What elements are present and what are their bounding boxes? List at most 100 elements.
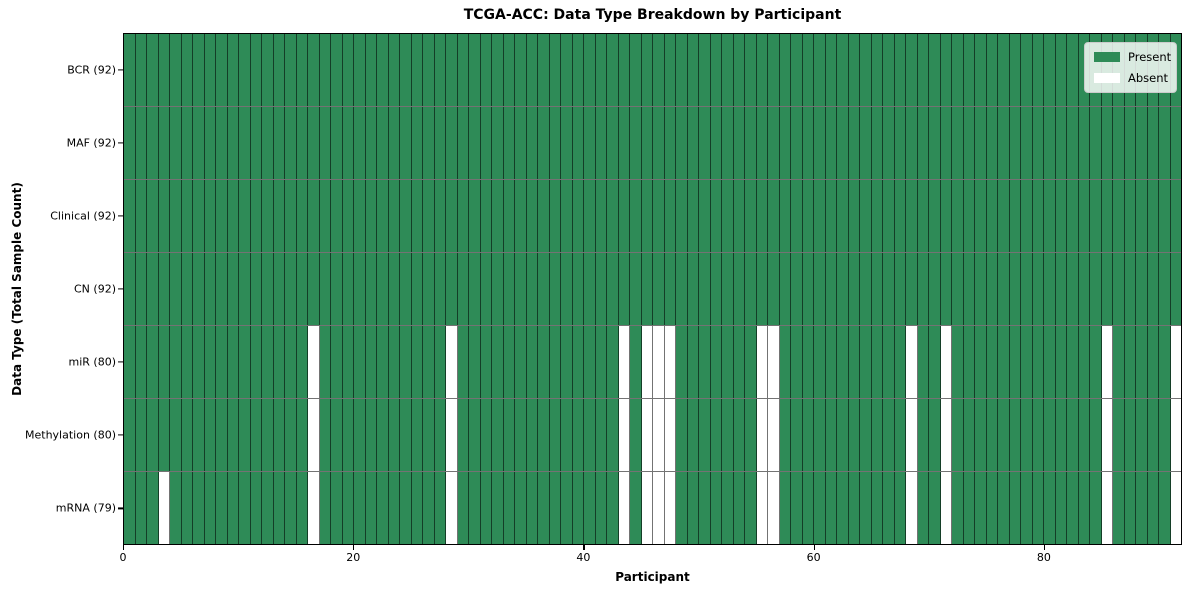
heatmap-cell-present — [664, 180, 676, 252]
heatmap-cell-present — [860, 180, 872, 252]
heatmap-cell-present — [1147, 253, 1159, 325]
heatmap-cell-absent — [653, 472, 665, 544]
heatmap-cell-present — [135, 180, 147, 252]
heatmap-cell-present — [975, 107, 987, 179]
heatmap-cell-present — [319, 107, 331, 179]
heatmap-cell-present — [492, 180, 504, 252]
heatmap-cell-present — [722, 180, 734, 252]
heatmap-cell-present — [1044, 34, 1056, 106]
heatmap-cell-absent — [768, 326, 780, 398]
heatmap-cell-present — [227, 253, 239, 325]
heatmap-cell-present — [262, 107, 274, 179]
heatmap-cell-present — [722, 326, 734, 398]
heatmap-cell-present — [1055, 34, 1067, 106]
heatmap-cell-present — [906, 180, 918, 252]
heatmap-cell-present — [526, 34, 538, 106]
heatmap-cell-present — [526, 326, 538, 398]
heatmap-cell-present — [1078, 326, 1090, 398]
heatmap-cell-present — [503, 34, 515, 106]
x-tick-label: 40 — [576, 551, 591, 564]
heatmap-cell-present — [687, 253, 699, 325]
heatmap-cell-present — [181, 180, 193, 252]
heatmap-cell-present — [607, 472, 619, 544]
heatmap-cell-present — [871, 34, 883, 106]
heatmap-cell-present — [388, 180, 400, 252]
heatmap-cell-present — [584, 180, 596, 252]
heatmap-cell-absent — [1170, 326, 1181, 398]
heatmap-cell-present — [595, 326, 607, 398]
heatmap-cell-present — [538, 399, 550, 471]
heatmap-cell-present — [1136, 399, 1148, 471]
heatmap-cell-present — [170, 253, 182, 325]
heatmap-cell-present — [802, 399, 814, 471]
heatmap-cell-present — [457, 326, 469, 398]
heatmap-cell-present — [699, 180, 711, 252]
heatmap-cell-present — [883, 326, 895, 398]
heatmap-cell-present — [1009, 399, 1021, 471]
heatmap-cell-present — [917, 472, 929, 544]
heatmap-cell-present — [664, 253, 676, 325]
heatmap-cell-present — [1147, 180, 1159, 252]
heatmap-cell-present — [653, 180, 665, 252]
heatmap-cell-present — [699, 34, 711, 106]
heatmap-cell-present — [135, 107, 147, 179]
heatmap-cell-present — [124, 34, 136, 106]
heatmap-cell-present — [630, 253, 642, 325]
heatmap-cell-present — [1032, 34, 1044, 106]
heatmap-cell-present — [365, 180, 377, 252]
heatmap-cell-present — [377, 326, 389, 398]
heatmap-cell-present — [388, 326, 400, 398]
legend-entry: Absent — [1094, 71, 1168, 85]
heatmap-cell-present — [779, 326, 791, 398]
heatmap-cell-present — [515, 34, 527, 106]
heatmap-cell-present — [699, 326, 711, 398]
heatmap-cell-present — [1124, 180, 1136, 252]
heatmap-cell-present — [664, 107, 676, 179]
heatmap-cell-present — [710, 107, 722, 179]
heatmap-cell-present — [273, 107, 285, 179]
heatmap-cell-present — [917, 326, 929, 398]
heatmap-cell-present — [538, 34, 550, 106]
heatmap-cell-present — [331, 107, 343, 179]
heatmap-cell-present — [1044, 180, 1056, 252]
heatmap-cell-present — [641, 34, 653, 106]
heatmap-cell-absent — [756, 399, 768, 471]
heatmap-cell-present — [802, 180, 814, 252]
heatmap-cell-present — [147, 180, 159, 252]
heatmap-cell-present — [1021, 326, 1033, 398]
heatmap-cell-present — [906, 253, 918, 325]
heatmap-cell-present — [1021, 180, 1033, 252]
heatmap-cell-present — [1147, 326, 1159, 398]
heatmap-cell-present — [135, 399, 147, 471]
heatmap-cell-present — [1078, 472, 1090, 544]
heatmap-cell-present — [595, 180, 607, 252]
heatmap-cell-present — [411, 472, 423, 544]
heatmap-cell-present — [135, 472, 147, 544]
heatmap-cell-present — [147, 253, 159, 325]
heatmap-cell-present — [273, 253, 285, 325]
heatmap-cell-present — [998, 399, 1010, 471]
heatmap-cell-present — [388, 472, 400, 544]
heatmap-cell-present — [871, 399, 883, 471]
heatmap-cell-present — [538, 472, 550, 544]
heatmap-cell-present — [480, 472, 492, 544]
heatmap-cell-absent — [940, 399, 952, 471]
heatmap-cell-present — [365, 253, 377, 325]
heatmap-cell-present — [1055, 472, 1067, 544]
heatmap-cell-present — [791, 399, 803, 471]
heatmap-cell-present — [975, 34, 987, 106]
heatmap-cell-absent — [906, 399, 918, 471]
heatmap-cell-present — [998, 326, 1010, 398]
heatmap-cell-present — [975, 180, 987, 252]
heatmap-cell-absent — [906, 326, 918, 398]
heatmap-cell-present — [952, 107, 964, 179]
heatmap-cell-present — [147, 326, 159, 398]
heatmap-cell-present — [538, 253, 550, 325]
heatmap-cell-present — [756, 180, 768, 252]
heatmap-cell-present — [929, 180, 941, 252]
heatmap-cell-present — [227, 180, 239, 252]
heatmap-cell-present — [1078, 180, 1090, 252]
legend-entry: Present — [1094, 50, 1171, 64]
heatmap-cell-present — [296, 180, 308, 252]
heatmap-cell-present — [469, 253, 481, 325]
